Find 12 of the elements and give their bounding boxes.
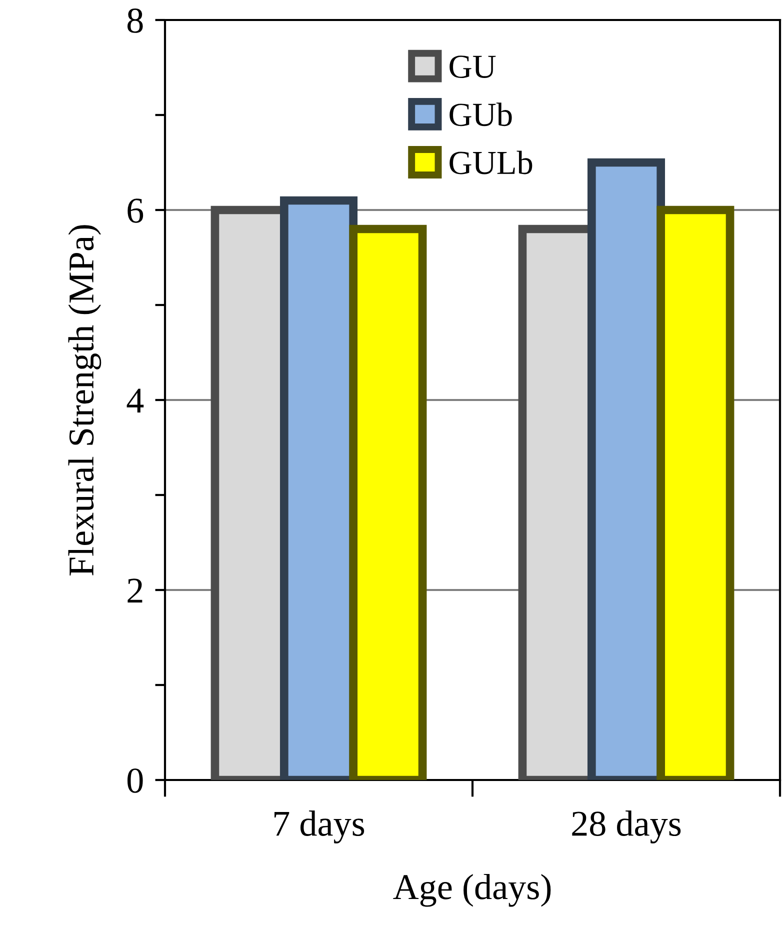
y-tick-label: 4	[126, 388, 144, 413]
x-tick-label: 7 days	[274, 810, 364, 844]
legend-label: GU	[450, 56, 496, 78]
y-tick-label: 2	[128, 578, 142, 603]
x-tick-label: 28 days	[572, 810, 681, 844]
y-tick-label: 8	[127, 8, 143, 33]
y-tick-label: 0	[127, 768, 143, 793]
y-tick-label: 6	[128, 198, 144, 223]
x-axis-title: Age (days)	[393, 874, 551, 907]
legend-label: GULb	[450, 150, 532, 174]
y-axis-title: Flexural Strength (MPa)	[68, 225, 102, 576]
legend-label: GUb	[450, 102, 512, 126]
